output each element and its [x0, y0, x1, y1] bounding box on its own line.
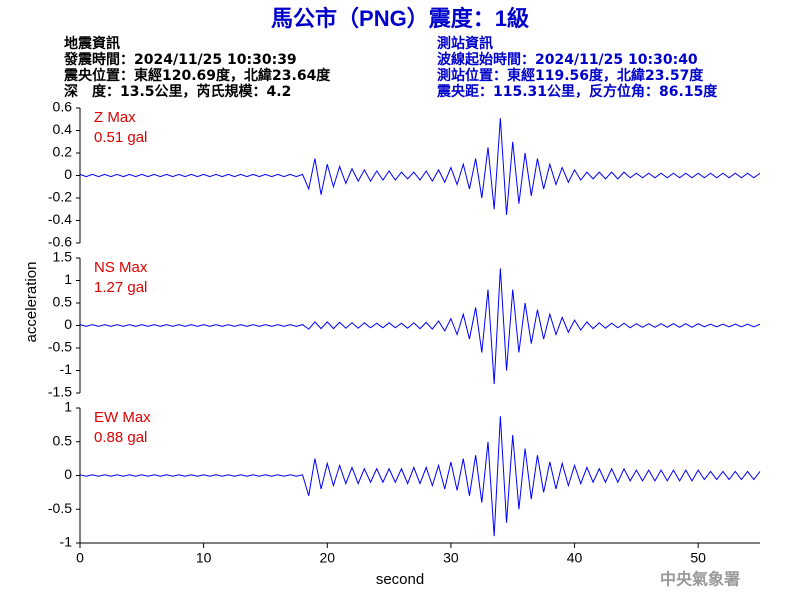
y-tick-label: 0	[64, 166, 72, 182]
annotation: Z Max	[94, 109, 136, 126]
event-info: 地震資訊	[64, 35, 120, 52]
x-tick-label: 10	[196, 550, 212, 566]
annotation: 1.27 gal	[94, 279, 147, 296]
waveform	[79, 416, 761, 537]
y-axis-label: acceleration	[23, 262, 40, 343]
event-info: 震央位置：東經120.69度，北緯23.64度	[63, 67, 331, 84]
station-info: 波線起始時間：2024/11/25 10:30:40	[437, 51, 698, 68]
annotation: 0.51 gal	[94, 129, 147, 146]
y-tick-label: -1	[60, 361, 73, 377]
y-tick-label: 1	[64, 399, 72, 415]
x-tick-label: 40	[567, 550, 583, 566]
y-tick-label: 0	[64, 466, 72, 482]
y-tick-label: -0.2	[48, 189, 72, 205]
y-tick-label: 0.5	[53, 432, 73, 448]
annotation: 0.88 gal	[94, 429, 147, 446]
chart-title: 馬公市（PNG）震度：1級	[271, 6, 529, 31]
x-axis-label: second	[376, 571, 424, 588]
x-tick-label: 30	[443, 550, 459, 566]
y-tick-label: 0.6	[53, 99, 73, 115]
annotation: EW Max	[94, 409, 151, 426]
y-tick-label: -0.4	[48, 211, 72, 227]
waveform	[79, 118, 761, 215]
station-info: 測站資訊	[437, 35, 493, 52]
waveform	[79, 268, 761, 385]
station-info: 震央距：115.31公里，反方位角：86.15度	[436, 83, 718, 100]
y-tick-label: 0.5	[53, 294, 73, 310]
x-tick-label: 20	[319, 550, 335, 566]
station-info: 測站位置：東經119.56度，北緯23.57度	[437, 67, 704, 84]
y-tick-label: -0.6	[48, 234, 72, 250]
event-info: 深 度：13.5公里，芮氏規模：4.2	[64, 83, 291, 100]
y-tick-label: -0.5	[48, 500, 72, 516]
y-tick-label: 1.5	[53, 249, 73, 265]
event-info: 發震時間：2024/11/25 10:30:39	[63, 51, 297, 68]
y-tick-label: -0.5	[48, 339, 72, 355]
y-tick-label: 0.2	[53, 144, 73, 160]
y-tick-label: 0	[64, 316, 72, 332]
x-tick-label: 50	[690, 550, 706, 566]
annotation: NS Max	[94, 259, 148, 276]
watermark: 中央氣象署	[660, 570, 740, 589]
y-tick-label: 1	[64, 271, 72, 287]
y-tick-label: 0.4	[53, 121, 73, 137]
y-tick-label: -1.5	[48, 384, 72, 400]
y-tick-label: -1	[60, 534, 73, 550]
x-tick-label: 0	[76, 550, 84, 566]
